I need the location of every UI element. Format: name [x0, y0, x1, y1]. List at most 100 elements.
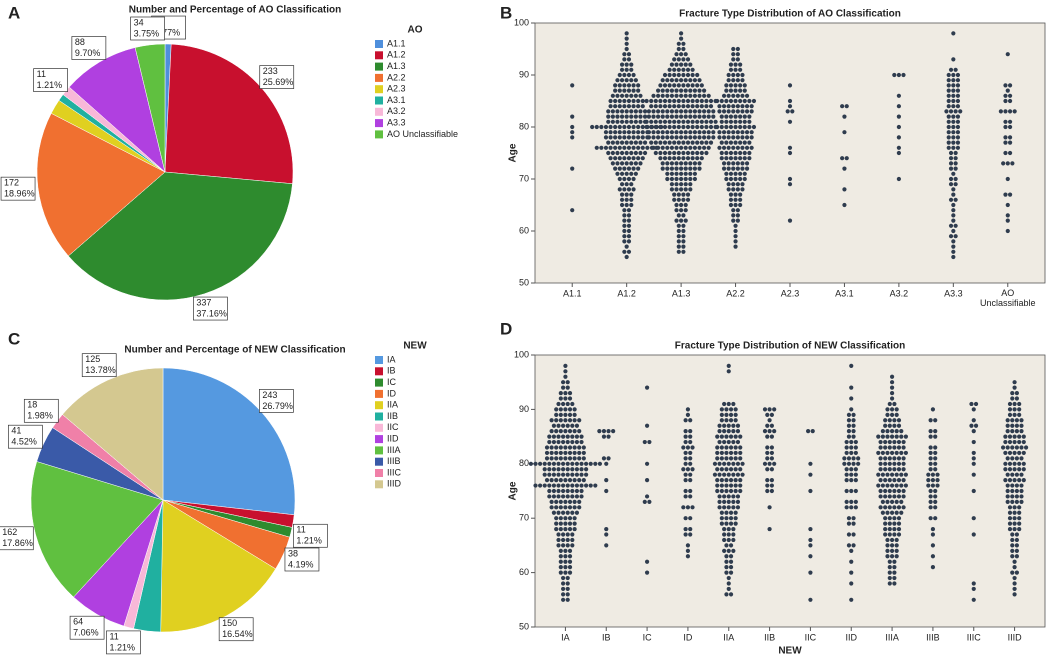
dot — [878, 494, 883, 499]
dot — [622, 187, 627, 192]
dot — [876, 472, 881, 477]
dot — [726, 145, 731, 150]
dot — [1005, 429, 1010, 434]
dot — [933, 461, 938, 466]
dot — [688, 166, 693, 171]
dot — [846, 516, 852, 521]
dot — [901, 72, 906, 78]
dot — [563, 505, 568, 510]
dot — [624, 36, 629, 41]
dot — [695, 156, 700, 161]
dot — [724, 412, 729, 417]
dot — [615, 140, 620, 145]
dot — [636, 88, 641, 93]
dot — [765, 478, 770, 483]
dot — [719, 156, 724, 161]
dot — [563, 390, 568, 396]
dot — [894, 434, 899, 439]
dot — [738, 483, 743, 488]
dot — [733, 67, 738, 72]
dot — [653, 124, 658, 130]
dot — [719, 140, 724, 145]
dot — [629, 114, 634, 119]
dot — [544, 445, 550, 450]
dot — [633, 109, 638, 114]
dot — [699, 104, 704, 109]
dot — [570, 434, 575, 439]
dot — [702, 130, 707, 135]
dot — [642, 150, 648, 156]
dot — [1003, 135, 1008, 140]
dot — [695, 140, 700, 145]
dot — [688, 145, 693, 150]
dot — [704, 140, 709, 145]
dot — [567, 396, 573, 401]
y-tick-label: 80 — [519, 121, 529, 131]
dot — [561, 401, 566, 407]
dot — [951, 254, 956, 260]
dot — [683, 52, 688, 57]
dot — [849, 488, 854, 494]
dot — [667, 119, 672, 124]
dot — [722, 494, 727, 499]
x-tick-label: AO Unclassifiable — [980, 288, 1036, 308]
dot — [706, 93, 711, 98]
legend-label: A2.3 — [387, 84, 406, 94]
dot — [561, 385, 566, 390]
dot — [885, 407, 890, 412]
dot — [946, 98, 951, 104]
dot — [953, 161, 958, 166]
dot — [889, 434, 895, 439]
dot — [928, 505, 933, 510]
dot — [930, 483, 936, 488]
dot — [738, 62, 743, 67]
dot — [1007, 461, 1013, 466]
dot — [615, 114, 620, 119]
dot — [561, 467, 566, 472]
dot — [971, 450, 976, 456]
dot — [672, 156, 677, 161]
dot — [622, 176, 627, 182]
dot — [669, 88, 675, 93]
dot — [846, 423, 852, 428]
legend-label: IB — [387, 366, 396, 376]
dot — [570, 537, 575, 543]
dot — [715, 434, 720, 439]
dot — [892, 494, 897, 499]
dot — [887, 575, 892, 581]
dot — [1010, 429, 1015, 434]
dot — [681, 467, 686, 472]
legend-title: NEW — [403, 341, 427, 352]
dot — [876, 450, 881, 456]
dot — [644, 478, 650, 483]
dot — [688, 472, 693, 477]
dot — [579, 461, 584, 466]
dot — [887, 423, 892, 428]
dot — [728, 565, 734, 570]
dot — [676, 83, 681, 88]
dot — [731, 499, 736, 504]
dot — [622, 239, 627, 244]
dot — [688, 478, 693, 483]
dot — [567, 526, 573, 532]
dot — [644, 461, 650, 466]
dot — [1014, 554, 1019, 559]
dot — [617, 98, 622, 104]
dot — [624, 41, 629, 46]
dot — [842, 461, 847, 466]
dot — [1021, 461, 1026, 466]
dot — [971, 586, 976, 592]
dot — [1019, 483, 1024, 488]
dot — [613, 83, 618, 88]
dot — [617, 176, 622, 182]
dot — [731, 208, 736, 213]
dot — [608, 156, 613, 161]
dot — [704, 119, 709, 124]
dot — [667, 140, 672, 145]
dot — [747, 98, 752, 104]
dot — [772, 407, 777, 412]
dot — [849, 407, 854, 412]
dot — [626, 104, 632, 109]
dot — [711, 114, 716, 119]
dot — [554, 499, 559, 504]
